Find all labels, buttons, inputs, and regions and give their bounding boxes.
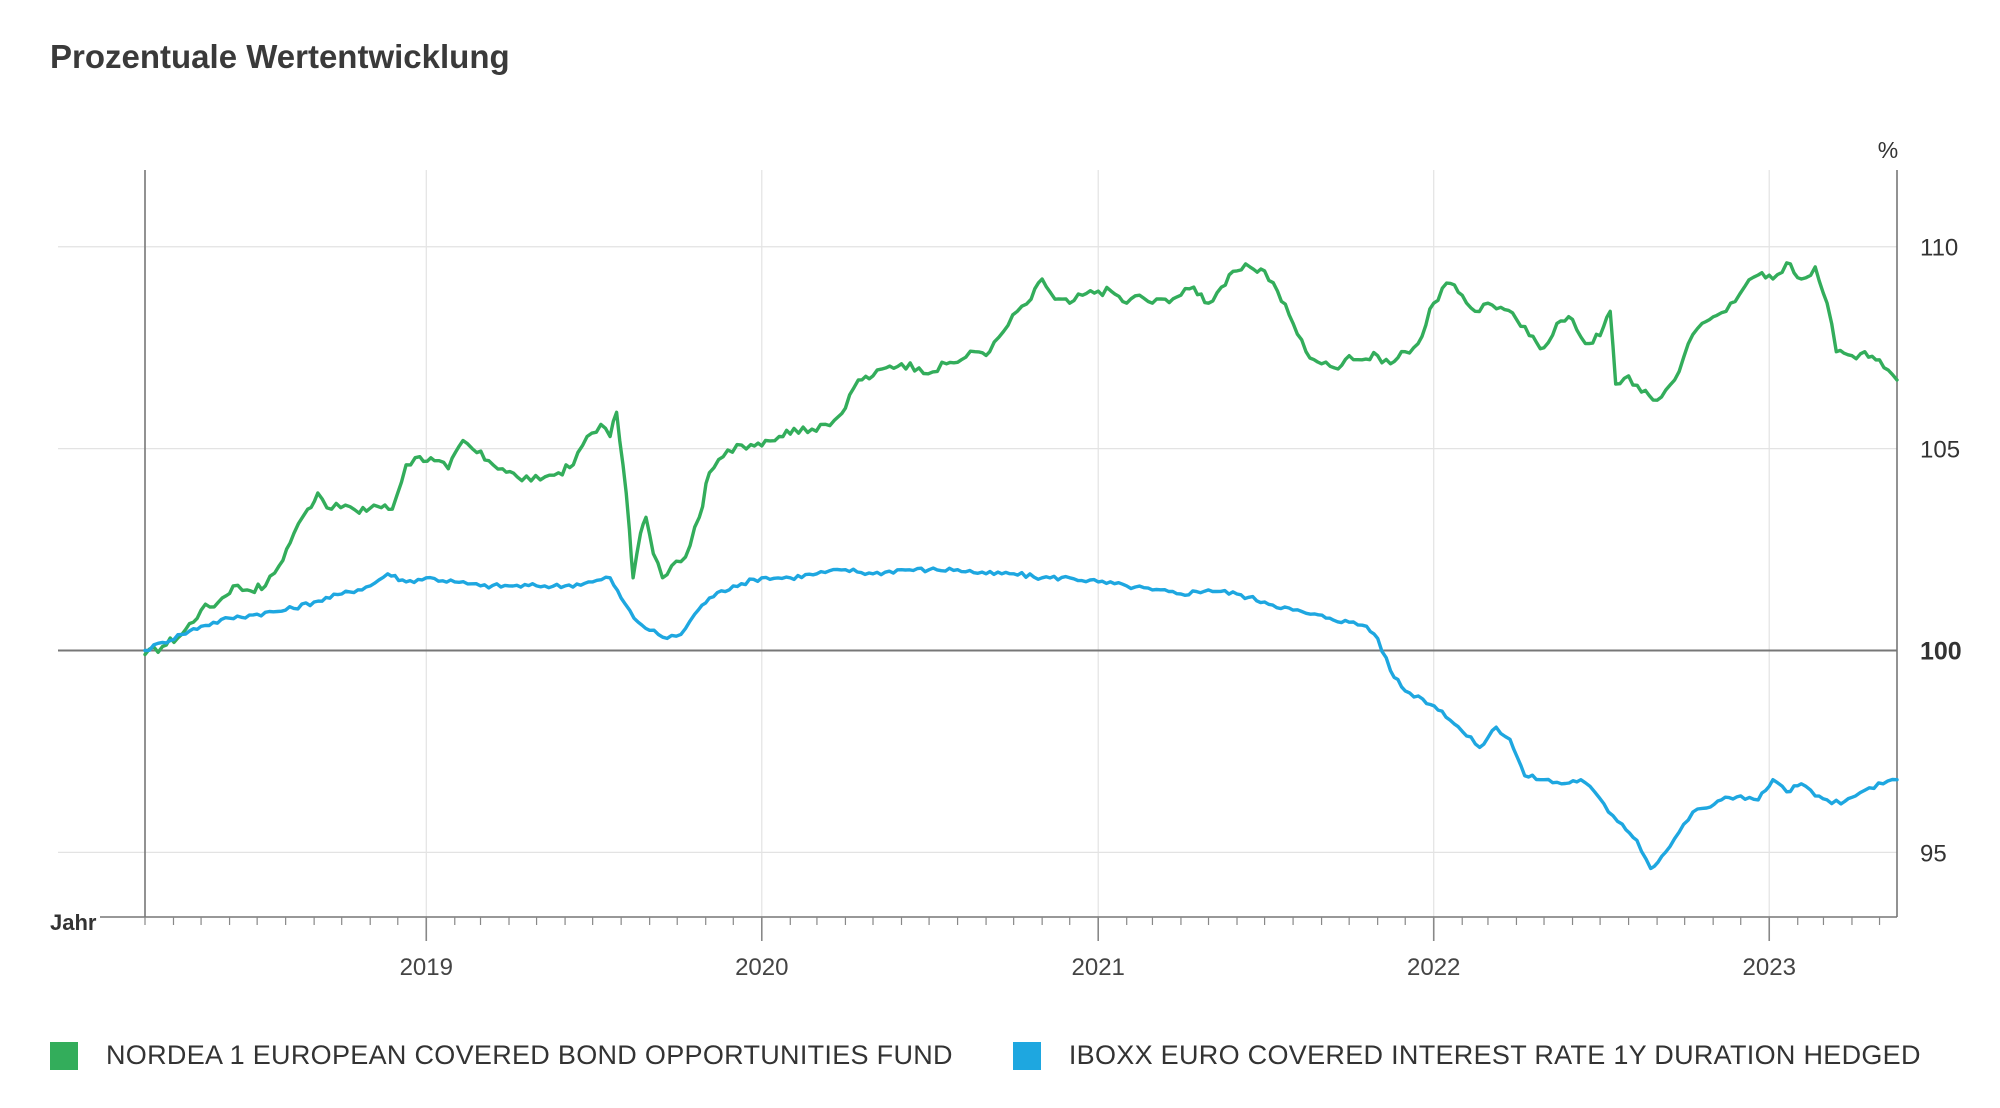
legend-label-index: IBOXX EURO COVERED INTEREST RATE 1Y DURA…	[1068, 1040, 1921, 1070]
x-tick-label: 2019	[400, 954, 453, 981]
series-line-index	[143, 566, 1899, 871]
chart-title: Prozentuale Wertentwicklung	[50, 38, 510, 75]
x-axis-label: Jahr	[50, 910, 97, 935]
line-chart: 2019 2020 2021 2022 2023 110 105 100 95% Jahr	[50, 137, 1962, 981]
y-unit-label: %	[1878, 137, 1898, 163]
x-tick-label: 2021	[1072, 954, 1125, 981]
y-tick-label: 110	[1920, 235, 1958, 262]
series-line-fund	[143, 261, 1899, 657]
y-tick-label: 100	[1920, 638, 1962, 666]
legend-label-fund: NORDEA 1 EUROPEAN COVERED BOND OPPORTUNI…	[106, 1040, 953, 1070]
legend-item-index[interactable]: IBOXX EURO COVERED INTEREST RATE 1Y DURA…	[1012, 1040, 1921, 1071]
y-tick-label: 95	[1920, 840, 1947, 867]
x-tick-label: 2022	[1407, 954, 1460, 981]
chart-legend: NORDEA 1 EUROPEAN COVERED BOND OPPORTUNI…	[50, 1040, 1921, 1071]
y-tick-label: 105	[1920, 437, 1960, 464]
legend-swatch-fund	[50, 1041, 78, 1070]
x-tick-label: 2020	[735, 954, 788, 981]
x-tick-label: 2023	[1743, 954, 1796, 981]
legend-swatch-index	[1012, 1041, 1041, 1070]
legend-item-fund[interactable]: NORDEA 1 EUROPEAN COVERED BOND OPPORTUNI…	[50, 1040, 953, 1071]
